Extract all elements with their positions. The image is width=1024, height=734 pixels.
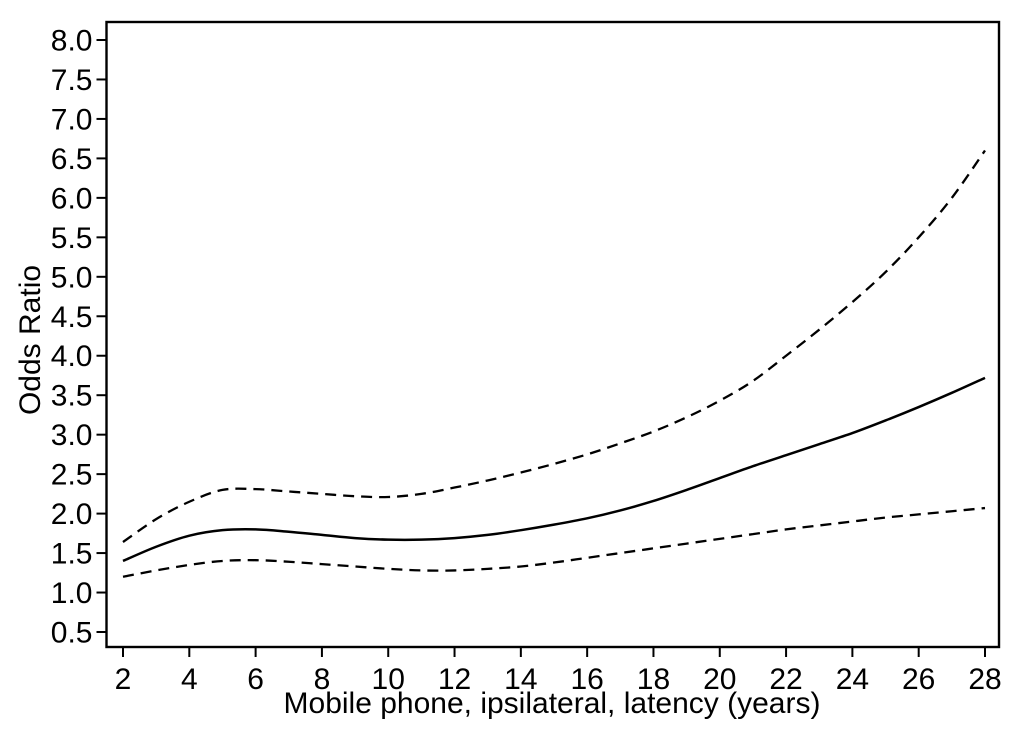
x-axis-tick-label: 14 (504, 663, 537, 696)
y-axis-tick-label: 3.5 (51, 380, 93, 413)
y-axis-title: Odds Ratio (14, 265, 47, 415)
y-axis-tick-label: 5.5 (51, 222, 93, 255)
x-axis-title: Mobile phone, ipsilateral, latency (year… (284, 687, 821, 720)
y-axis-tick-label: 5.0 (51, 261, 93, 294)
y-axis-tick-label: 6.5 (51, 143, 93, 176)
y-axis-tick-label: 4.0 (51, 340, 93, 373)
x-axis-tick-label: 10 (372, 663, 405, 696)
x-axis-tick-label: 6 (247, 663, 264, 696)
plot-frame (105, 20, 1001, 649)
x-axis-tick-label: 16 (570, 663, 603, 696)
x-axis-tick-label: 26 (902, 663, 935, 696)
x-axis-tick-label: 18 (637, 663, 670, 696)
y-axis-tick-label: 7.0 (51, 103, 93, 136)
x-axis-tick-label: 22 (769, 663, 802, 696)
series-line-odds-ratio-estimate (122, 376, 986, 563)
series-line-upper-confidence-limit (122, 149, 986, 543)
y-axis-tick-label: 1.0 (51, 577, 93, 610)
y-axis-tick-label: 0.5 (51, 617, 93, 650)
plot-area: 0.5 1.0 1.5 2.0 2.5 3.0 3.5 4.0 4.5 5.0 5.5 6.0 6.5 7… (51, 20, 1002, 696)
x-axis-tick-label: 2 (115, 663, 132, 696)
x-axis-tick-label: 12 (438, 663, 471, 696)
y-axis-tick-label: 6.0 (51, 182, 93, 215)
y-axis-tick-label: 1.5 (51, 538, 93, 571)
x-axis-tick-label: 4 (181, 663, 198, 696)
y-axis-tick-label: 2.0 (51, 498, 93, 531)
series-line-lower-confidence-limit (122, 506, 986, 578)
y-axis-tick-label: 8.0 (51, 25, 93, 58)
y-axis-tick-label: 7.5 (51, 64, 93, 97)
x-axis-tick-label: 28 (968, 663, 1001, 696)
x-axis-tick-label: 20 (703, 663, 736, 696)
y-axis-tick-label: 3.0 (51, 419, 93, 452)
y-axis-tick-label: 4.5 (51, 301, 93, 334)
x-axis-tick-label: 8 (314, 663, 331, 696)
y-axis-tick-label: 2.5 (51, 459, 93, 492)
x-axis-tick-label: 24 (836, 663, 869, 696)
